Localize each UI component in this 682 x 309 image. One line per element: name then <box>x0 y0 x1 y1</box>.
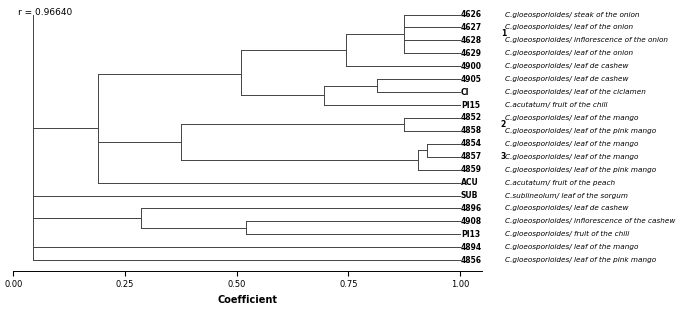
Text: C.gloeosporioides/ leaf of the mango: C.gloeosporioides/ leaf of the mango <box>505 141 638 147</box>
Text: C.gloeosporioides/ leaf of the pink mango: C.gloeosporioides/ leaf of the pink mang… <box>505 167 656 173</box>
Text: 4852: 4852 <box>461 113 482 122</box>
Text: CI: CI <box>461 87 469 97</box>
Text: 4854: 4854 <box>461 139 482 148</box>
Text: ACU: ACU <box>461 178 479 187</box>
X-axis label: Coefficient: Coefficient <box>218 295 278 305</box>
Text: C.acutatum/ fruit of the chili: C.acutatum/ fruit of the chili <box>505 102 607 108</box>
Text: C.gloeosporioides/ inflorescence of the onion: C.gloeosporioides/ inflorescence of the … <box>505 37 668 44</box>
Text: C.gloeosporioides/ leaf of the onion: C.gloeosporioides/ leaf of the onion <box>505 50 633 56</box>
Text: C.gloeosporioides/ fruit of the chili: C.gloeosporioides/ fruit of the chili <box>505 231 629 237</box>
Text: C.gloeosporioides/ leaf of the mango: C.gloeosporioides/ leaf of the mango <box>505 115 638 121</box>
Text: PI13: PI13 <box>461 230 480 239</box>
Text: C.gloeosporioides/ leaf de cashew: C.gloeosporioides/ leaf de cashew <box>505 76 628 82</box>
Text: C.gloeosporioides/ inflorescence of the cashew: C.gloeosporioides/ inflorescence of the … <box>505 218 675 224</box>
Text: 1: 1 <box>501 29 506 38</box>
Text: r = 0.96640: r = 0.96640 <box>18 8 72 17</box>
Text: 4627: 4627 <box>461 23 482 32</box>
Text: 3: 3 <box>501 152 506 161</box>
Text: 2: 2 <box>501 120 506 129</box>
Text: C.gloeosporioides/ leaf of the pink mango: C.gloeosporioides/ leaf of the pink mang… <box>505 128 656 134</box>
Text: PI15: PI15 <box>461 100 480 109</box>
Text: C.gloeosporioides/ leaf de cashew: C.gloeosporioides/ leaf de cashew <box>505 63 628 69</box>
Text: C.gloeosporioides/ leaf of the mango: C.gloeosporioides/ leaf of the mango <box>505 244 638 250</box>
Text: 4856: 4856 <box>461 256 482 265</box>
Text: C.acutatum/ fruit of the peach: C.acutatum/ fruit of the peach <box>505 180 615 186</box>
Text: SUB: SUB <box>461 191 478 200</box>
Text: 4908: 4908 <box>461 217 482 226</box>
Text: C.gloeosporioides/ leaf of the mango: C.gloeosporioides/ leaf of the mango <box>505 154 638 160</box>
Text: 4900: 4900 <box>461 62 482 71</box>
Text: C.gloeosporioides/ leaf of the ciclamen: C.gloeosporioides/ leaf of the ciclamen <box>505 89 646 95</box>
Text: 4628: 4628 <box>461 36 482 45</box>
Text: C.gloeosporioides/ leaf de cashew: C.gloeosporioides/ leaf de cashew <box>505 205 628 211</box>
Text: C.sublineolum/ leaf of the sorgum: C.sublineolum/ leaf of the sorgum <box>505 193 627 199</box>
Text: 4857: 4857 <box>461 152 482 161</box>
Text: 4626: 4626 <box>461 10 482 19</box>
Text: 4859: 4859 <box>461 165 482 174</box>
Text: 4894: 4894 <box>461 243 482 252</box>
Text: 4905: 4905 <box>461 75 482 84</box>
Text: 4858: 4858 <box>461 126 482 135</box>
Text: C.gloeosporioides/ leaf of the onion: C.gloeosporioides/ leaf of the onion <box>505 24 633 31</box>
Text: 4629: 4629 <box>461 49 482 58</box>
Text: 4896: 4896 <box>461 204 482 213</box>
Text: C.gloeosporioides/ steak of the onion: C.gloeosporioides/ steak of the onion <box>505 11 639 18</box>
Text: C.gloeosporioides/ leaf of the pink mango: C.gloeosporioides/ leaf of the pink mang… <box>505 257 656 263</box>
